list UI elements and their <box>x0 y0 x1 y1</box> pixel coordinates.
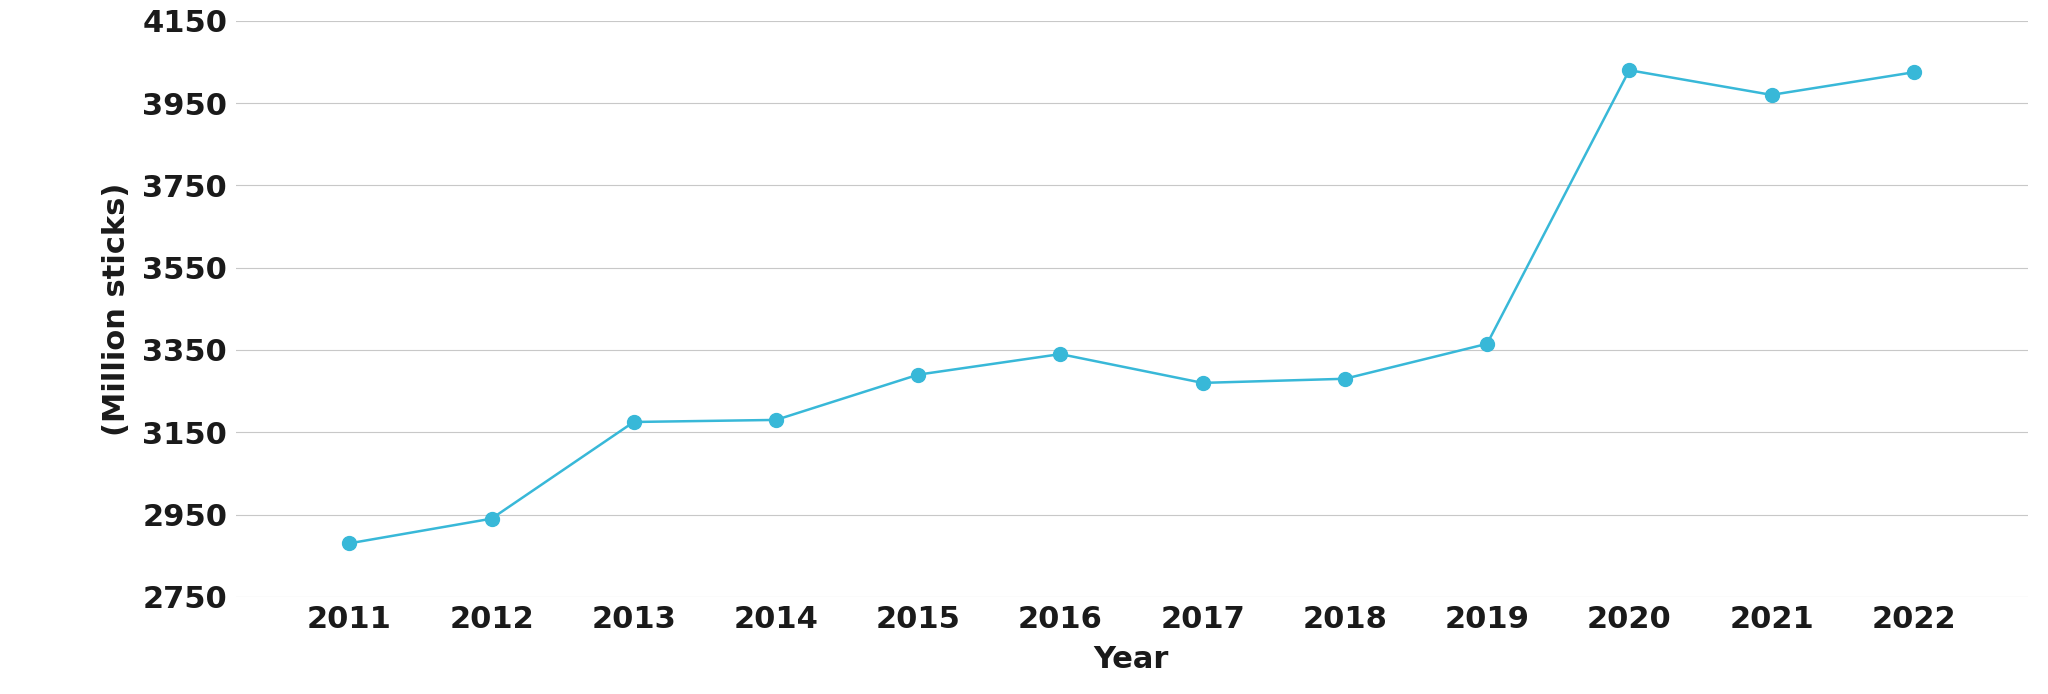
X-axis label: Year: Year <box>1094 645 1169 675</box>
Y-axis label: (Million sticks): (Million sticks) <box>102 182 131 436</box>
